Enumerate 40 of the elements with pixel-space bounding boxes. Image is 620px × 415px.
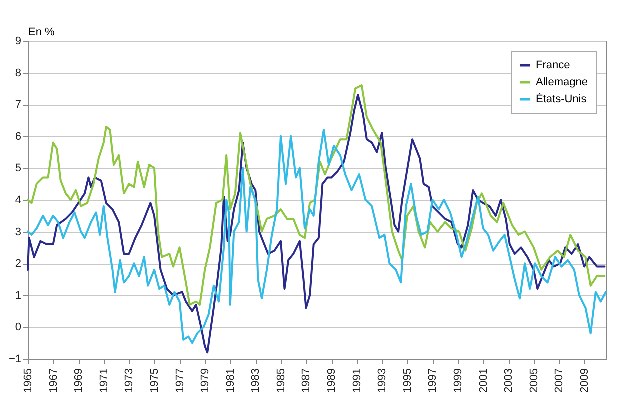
x-tick-label: 2001 bbox=[478, 368, 490, 393]
y-axis-title: En % bbox=[28, 26, 56, 38]
x-tick-label: 1987 bbox=[300, 368, 313, 393]
x-tick-label: 2005 bbox=[528, 368, 540, 393]
legend-label: France bbox=[536, 60, 570, 72]
y-tick-label: 7 bbox=[15, 99, 22, 112]
x-tick-label: 2003 bbox=[503, 368, 516, 393]
y-tick-label: 9 bbox=[15, 36, 22, 48]
y-tick-label: 4 bbox=[15, 194, 22, 206]
y-tick-label: 2 bbox=[15, 258, 22, 270]
x-tick-label: 1995 bbox=[402, 368, 414, 393]
x-tick-label: 1969 bbox=[73, 368, 86, 393]
y-tick-label: 6 bbox=[15, 130, 22, 143]
x-tick-label: 1997 bbox=[427, 368, 440, 393]
x-tick-label: 2007 bbox=[554, 368, 566, 393]
y-tick-label: 5 bbox=[15, 162, 22, 175]
y-tick-label: 1 bbox=[15, 290, 22, 302]
legend-label: États-Unis bbox=[536, 92, 588, 106]
y-tick-label: 3 bbox=[15, 226, 22, 238]
x-tick-label: 1971 bbox=[98, 368, 110, 393]
x-tick-label: 1991 bbox=[351, 368, 364, 393]
y-tick-label: −1 bbox=[8, 354, 22, 366]
line-series bbox=[27, 94, 606, 354]
x-tick-label: 1999 bbox=[452, 368, 465, 393]
x-tick-label: 1977 bbox=[174, 368, 186, 393]
x-tick-label: 2009 bbox=[579, 368, 591, 393]
legend-label: Allemagne bbox=[536, 76, 588, 88]
x-tick-label: 1975 bbox=[148, 368, 161, 393]
x-tick-label: 1981 bbox=[224, 368, 237, 393]
x-tick-label: 1979 bbox=[200, 368, 212, 393]
x-tick-label: 1973 bbox=[124, 368, 136, 393]
x-tick-label: 1985 bbox=[275, 368, 288, 393]
x-tick-label: 1965 bbox=[22, 368, 34, 393]
x-tick-label: 1993 bbox=[376, 368, 389, 393]
line-series bbox=[27, 129, 607, 344]
y-tick-label: 8 bbox=[15, 67, 22, 80]
x-tick-label: 1983 bbox=[250, 368, 262, 393]
y-tick-label: 0 bbox=[15, 322, 22, 334]
x-tick-label: 1989 bbox=[326, 368, 338, 393]
x-tick-label: 1967 bbox=[48, 368, 60, 393]
